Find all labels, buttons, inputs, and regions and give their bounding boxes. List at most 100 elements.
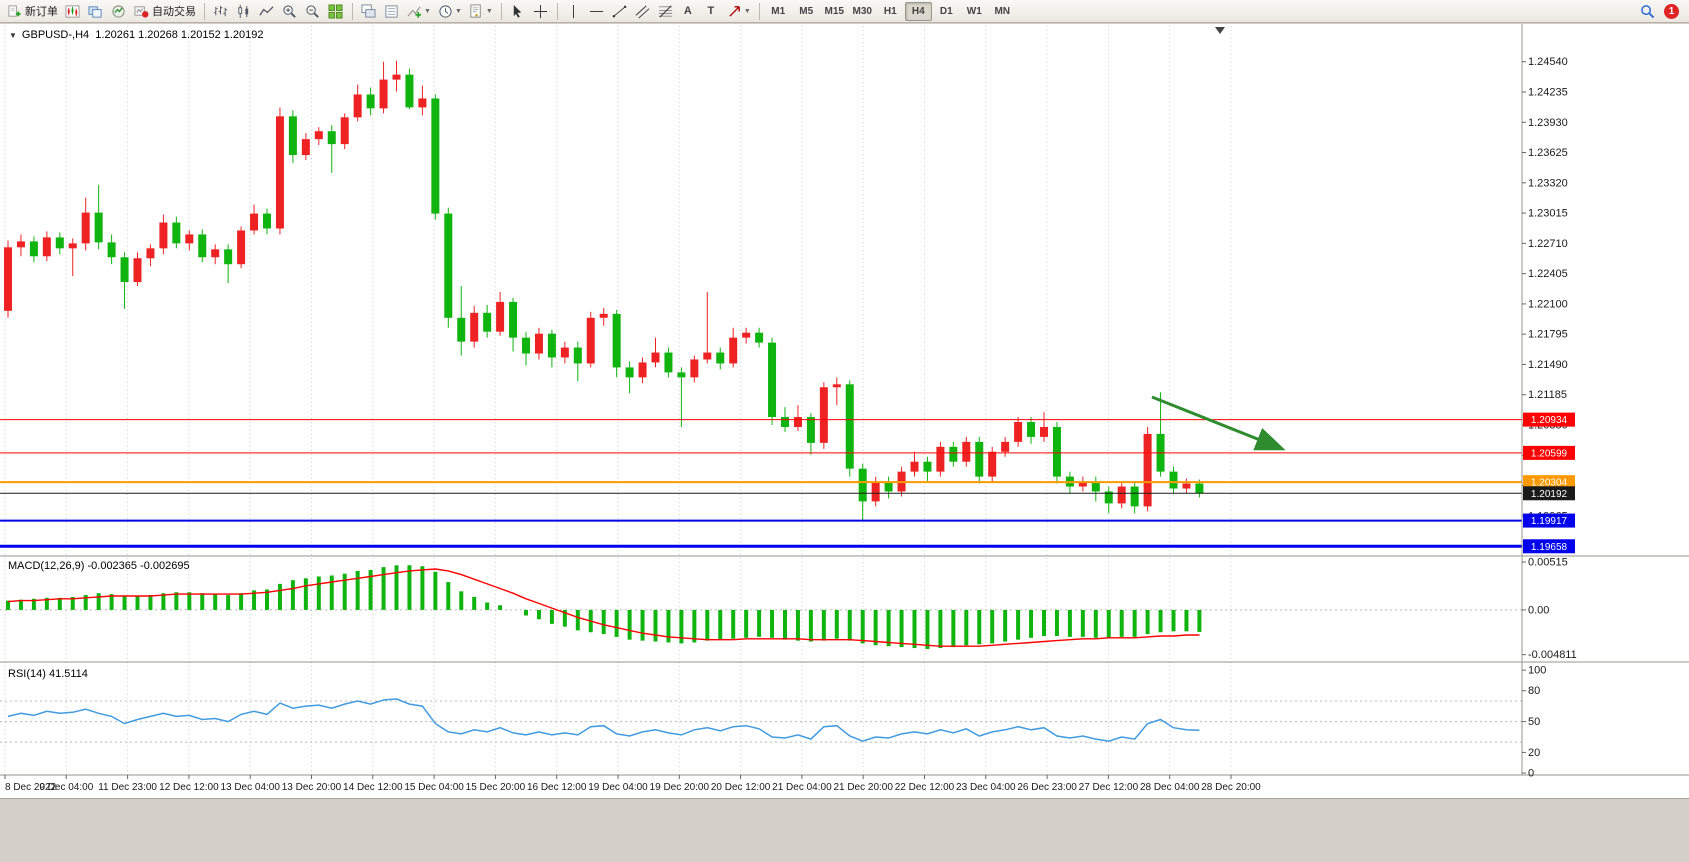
svg-text:1.23015: 1.23015	[1528, 208, 1568, 220]
clock-icon	[439, 4, 452, 18]
rsi-line	[7, 698, 1200, 742]
svg-text:-0.004811: -0.004811	[1528, 649, 1577, 661]
crosshair-button[interactable]	[530, 1, 552, 21]
svg-text:21 Dec 20:00: 21 Dec 20:00	[833, 782, 893, 793]
svg-text:1.23320: 1.23320	[1528, 177, 1568, 189]
chevron-down-icon: ▼	[424, 7, 431, 15]
profiles-button[interactable]	[85, 1, 107, 21]
svg-text:22 Dec 12:00: 22 Dec 12:00	[895, 782, 955, 793]
svg-text:13 Dec 04:00: 13 Dec 04:00	[220, 782, 280, 793]
timeframe-m15-button[interactable]: M15	[821, 2, 848, 21]
toolbar-separator	[500, 2, 502, 20]
rsi-indicator-label: RSI(14) 41.5114	[8, 668, 88, 680]
cursor-button[interactable]	[507, 1, 529, 21]
window-background	[0, 798, 1689, 862]
indicators-button[interactable]: ▼	[404, 1, 434, 21]
periods-button[interactable]: ▼	[435, 1, 465, 21]
svg-text:14 Dec 12:00: 14 Dec 12:00	[343, 782, 403, 793]
template-icon	[470, 3, 481, 18]
market-watch-icon	[112, 4, 125, 18]
timeframe-m5-button[interactable]: M5	[793, 2, 820, 21]
timeframe-mn-button[interactable]: MN	[989, 2, 1016, 21]
svg-text:13 Dec 20:00: 13 Dec 20:00	[282, 782, 342, 793]
chart-canvas[interactable]: 1.24540 1.24235 1.23930 1.23625 1.23320 1.230…	[0, 24, 1689, 798]
candlestick-chart-button[interactable]	[233, 1, 255, 21]
svg-text:20: 20	[1528, 747, 1540, 759]
bars-chart-button[interactable]	[210, 1, 232, 21]
svg-text:1.24235: 1.24235	[1528, 87, 1568, 99]
svg-text:27 Dec 12:00: 27 Dec 12:00	[1079, 782, 1139, 793]
chevron-down-icon: ▼	[485, 7, 493, 15]
trendline-tool-button[interactable]	[609, 1, 631, 21]
new-order-label: 新订单	[25, 6, 58, 18]
vertical-line-icon	[572, 4, 574, 18]
symbol-period-label: GBPUSD-,H4	[21, 29, 90, 41]
notification-badge[interactable]: 1	[1664, 3, 1679, 19]
zoom-out-button[interactable]	[302, 1, 324, 21]
svg-text:21 Dec 04:00: 21 Dec 04:00	[772, 782, 832, 793]
svg-text:20 Dec 12:00: 20 Dec 12:00	[711, 782, 771, 793]
macd-indicator-label: MACD(12,26,9) -0.002365 -0.002695	[8, 560, 190, 572]
data-window-button[interactable]	[381, 1, 403, 21]
profiles-icon	[88, 5, 102, 18]
svg-text:1.19917: 1.19917	[1531, 516, 1568, 527]
arrows-tool-button[interactable]: ▼	[724, 1, 754, 21]
svg-text:1.21490: 1.21490	[1528, 359, 1568, 371]
line-chart-button[interactable]	[256, 1, 278, 21]
zoom-out-icon	[306, 4, 319, 18]
timeframe-h1-button[interactable]: H1	[877, 2, 904, 21]
svg-text:1.20934: 1.20934	[1531, 415, 1568, 426]
timeframe-m30-button[interactable]: M30	[849, 2, 876, 21]
autotrading-button[interactable]: 自动交易	[131, 1, 199, 21]
horizontal-line-tool-button[interactable]	[586, 1, 608, 21]
tile-windows-button[interactable]	[325, 1, 347, 21]
toolbar-separator	[352, 2, 353, 20]
price-tag	[1523, 539, 1575, 554]
toolbar-separator	[204, 2, 205, 20]
toolbar-separator	[758, 2, 760, 20]
market-watch-button[interactable]	[108, 1, 130, 21]
text-tool-button[interactable]: A	[678, 1, 700, 21]
indicators-icon	[407, 6, 422, 18]
timeframe-m1-button[interactable]: M1	[765, 2, 792, 21]
svg-text:1.20599: 1.20599	[1531, 448, 1568, 459]
search-button[interactable]	[1637, 1, 1659, 21]
svg-text:1.22405: 1.22405	[1528, 268, 1568, 280]
cursor-icon	[513, 4, 522, 18]
templates-button[interactable]: ▼	[466, 1, 496, 21]
svg-text:1.22100: 1.22100	[1528, 298, 1568, 310]
svg-text:9 Dec 04:00: 9 Dec 04:00	[39, 782, 93, 793]
text-icon: A	[683, 5, 692, 17]
svg-text:1.22710: 1.22710	[1528, 238, 1568, 250]
timeframe-w1-button[interactable]: W1	[961, 2, 988, 21]
crosshair-icon	[533, 4, 547, 18]
svg-text:28 Dec 20:00: 28 Dec 20:00	[1201, 782, 1261, 793]
one-click-trading-toggle[interactable]: ▼	[9, 31, 17, 40]
svg-text:28 Dec 04:00: 28 Dec 04:00	[1140, 782, 1200, 793]
label-tool-button[interactable]: T	[701, 1, 723, 21]
fibonacci-tool-button[interactable]	[655, 1, 677, 21]
timeframe-d1-button[interactable]: D1	[933, 2, 960, 21]
chevron-down-icon: ▼	[454, 7, 462, 15]
vertical-line-tool-button[interactable]	[563, 1, 585, 21]
svg-text:19 Dec 20:00: 19 Dec 20:00	[650, 782, 710, 793]
chevron-down-icon: ▼	[743, 7, 751, 15]
trendline-icon	[612, 5, 627, 17]
grid	[4, 26, 1232, 775]
cascade-windows-button[interactable]	[358, 1, 380, 21]
ohlc-values: 1.20261 1.20268 1.20152 1.20192	[95, 29, 264, 41]
autotrading-label: 自动交易	[152, 6, 196, 18]
svg-text:1.20304: 1.20304	[1531, 478, 1568, 489]
autotrading-icon	[134, 5, 149, 17]
svg-text:1.20192: 1.20192	[1531, 489, 1568, 500]
new-order-button[interactable]: 新订单	[4, 1, 61, 21]
svg-text:8 Dec 2022: 8 Dec 2022	[5, 782, 57, 793]
search-icon	[1641, 4, 1655, 18]
channel-tool-button[interactable]	[632, 1, 654, 21]
new-order-icon	[8, 4, 21, 17]
price-tag	[1523, 475, 1575, 490]
svg-text:1.19658: 1.19658	[1531, 542, 1568, 553]
zoom-in-button[interactable]	[279, 1, 301, 21]
new-chart-button[interactable]	[62, 1, 84, 21]
timeframe-h4-button[interactable]: H4	[904, 1, 932, 21]
